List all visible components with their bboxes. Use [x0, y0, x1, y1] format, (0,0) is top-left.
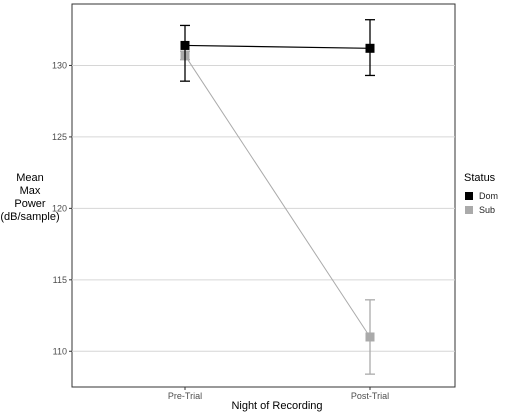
x-tick-label: Pre-Trial	[168, 391, 202, 401]
data-point-dom	[365, 43, 375, 53]
y-axis-ticks: 110 115 120 125 130	[52, 60, 72, 356]
y-axis-title-line: Power	[14, 198, 46, 210]
legend-item-sub: Sub	[464, 203, 498, 217]
x-tick-label: Post-Trial	[351, 391, 389, 401]
y-axis-title-line: Mean	[16, 172, 44, 184]
y-tick-label-120: 120	[52, 203, 67, 213]
y-axis-title-line: Max	[19, 185, 41, 197]
legend-label-dom: Dom	[479, 191, 499, 201]
x-axis-title: Night of Recording	[231, 400, 322, 412]
y-tick-label-130: 130	[52, 60, 67, 70]
series-line-sub	[184, 55, 371, 338]
data-point-dom	[180, 40, 190, 50]
y-axis-title: Mean Max Power (dB/sample)	[0, 172, 60, 224]
legend-title: Status	[464, 172, 496, 184]
y-axis-title-line: (dB/sample)	[0, 211, 60, 223]
legend: Status Dom Sub	[464, 172, 498, 217]
series-line-dom	[184, 44, 371, 49]
grid-lines	[72, 64, 455, 352]
data-point-sub	[365, 332, 375, 342]
series-layer	[180, 19, 375, 375]
y-tick-label-110: 110	[53, 346, 67, 356]
legend-key-dom	[465, 192, 473, 200]
legend-label-sub: Sub	[479, 205, 496, 215]
y-tick-label-115: 115	[53, 275, 67, 285]
y-tick-label-125: 125	[52, 132, 67, 142]
legend-key-sub	[465, 206, 473, 214]
x-axis-ticks: Pre-Trial Post-Trial	[168, 387, 389, 401]
plot-panel	[71, 3, 456, 388]
legend-item-dom: Dom	[464, 189, 498, 203]
